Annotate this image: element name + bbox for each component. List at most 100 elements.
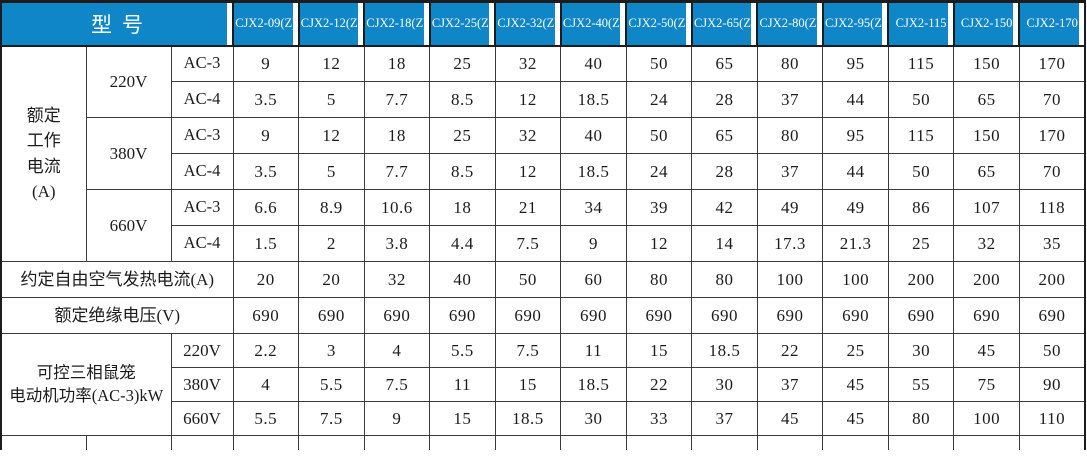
value-cell: 7.5 xyxy=(494,225,562,262)
thermal_current-row: 约定自由空气发热电流(A) 20 20 32 40 50 60 80 80 100 100 200 20… xyxy=(0,261,1086,298)
model-header-cell: CJX2-12(Z) xyxy=(298,0,366,47)
value-cell: 690 xyxy=(691,297,758,334)
value-cell: 17.3 xyxy=(756,225,824,262)
value-cell: 50 xyxy=(625,117,693,154)
value-cell: 32 xyxy=(953,225,1020,262)
value-cell: 2 xyxy=(298,225,365,262)
cutoff-cell xyxy=(429,435,496,450)
cutoff-cell xyxy=(1018,435,1086,450)
value-cell: 45 xyxy=(953,333,1020,368)
model-header-cell: CJX2-25(Z) xyxy=(429,0,497,47)
value-cell: 150 xyxy=(953,45,1020,82)
value-cell: 18.5 xyxy=(494,401,562,436)
value-cell: 32 xyxy=(494,45,562,82)
value-cell: 115 xyxy=(887,117,955,154)
value-cell: 8.5 xyxy=(429,153,496,190)
value-cell: 65 xyxy=(953,81,1020,118)
model-header-cell: CJX2-115 xyxy=(888,0,955,47)
value-cell: 80 xyxy=(691,261,758,298)
value-cell: 24 xyxy=(625,153,693,190)
value-cell: 170 xyxy=(1018,45,1086,82)
value-cell: 3.8 xyxy=(363,225,431,262)
value-cell: 7.5 xyxy=(494,333,562,368)
value-cell: 25 xyxy=(822,333,889,368)
value-cell: 690 xyxy=(953,297,1020,334)
value-cell: 7.5 xyxy=(363,367,431,402)
value-cell: 690 xyxy=(363,297,431,334)
value-cell: 107 xyxy=(953,189,1020,226)
cutoff-cell xyxy=(170,435,234,450)
value-cell: 65 xyxy=(691,45,758,82)
utilization-category-label: AC-3 xyxy=(170,45,234,82)
value-cell: 20 xyxy=(298,261,365,298)
model-header-cell: CJX2-09(Z) xyxy=(233,0,300,47)
value-cell: 9 xyxy=(232,117,300,154)
value-cell: 7.5 xyxy=(298,401,365,436)
value-cell: 200 xyxy=(1018,261,1086,298)
value-cell: 690 xyxy=(494,297,562,334)
insulation_voltage-row: 额定绝缘电压(V) 690 690 690 690 690 690 690 690 690 690 6… xyxy=(0,297,1086,334)
value-cell: 18 xyxy=(363,45,431,82)
value-cell: 4 xyxy=(363,333,431,368)
utilization-category-label: AC-3 xyxy=(170,189,234,226)
value-cell: 690 xyxy=(887,297,955,334)
value-cell: 21 xyxy=(494,189,562,226)
rated-current-row: AC-4 1.5 2 3.8 4.4 7.5 9 12 14 17.3 21.3 25 32 35 xyxy=(1,225,1086,262)
table-header: 型号 CJX2-09(Z) CJX2-12(Z) CJX2-18(Z) CJX2-25(… xyxy=(0,0,1086,47)
value-cell: 3 xyxy=(298,333,365,368)
value-cell: 50 xyxy=(887,153,955,190)
value-cell: 2.2 xyxy=(232,333,300,368)
value-cell: 49 xyxy=(822,189,889,226)
value-cell: 44 xyxy=(822,81,889,118)
value-cell: 5 xyxy=(298,153,365,190)
value-cell: 28 xyxy=(691,81,758,118)
value-cell: 18.5 xyxy=(691,333,758,368)
rated-current-row: 660V AC-3 6.6 8.9 10.6 18 21 34 39 42 49 49 86 107 118 xyxy=(1,189,1086,262)
value-cell: 65 xyxy=(953,153,1020,190)
motor-power-row: 660V 5.5 7.5 9 15 18.5 30 33 37 45 45 80 100 110 xyxy=(1,401,1086,436)
value-cell: 33 xyxy=(625,401,693,436)
value-cell: 8.5 xyxy=(429,81,496,118)
value-cell: 30 xyxy=(691,367,758,402)
value-cell: 49 xyxy=(756,189,824,226)
value-cell: 65 xyxy=(691,117,758,154)
cutoff-cell xyxy=(625,435,693,450)
value-cell: 30 xyxy=(560,401,627,436)
value-cell: 55 xyxy=(887,367,955,402)
voltage-label: 660V xyxy=(170,401,234,436)
cutoff-cell xyxy=(691,435,758,450)
model-header-cell: CJX2-170 xyxy=(1019,0,1086,47)
row-label-thermal-current: 约定自由空气发热电流(A) xyxy=(0,261,234,298)
voltage-label: 380V xyxy=(85,117,172,190)
value-cell: 7.7 xyxy=(363,81,431,118)
value-cell: 60 xyxy=(560,261,627,298)
value-cell: 10.6 xyxy=(363,189,431,226)
voltage-label: 220V xyxy=(85,45,172,118)
value-cell: 4.4 xyxy=(429,225,496,262)
value-cell: 30 xyxy=(887,333,955,368)
value-cell: 5.5 xyxy=(298,367,365,402)
cutoff-cell xyxy=(953,435,1020,450)
value-cell: 690 xyxy=(1018,297,1086,334)
value-cell: 28 xyxy=(691,153,758,190)
value-cell: 95 xyxy=(822,45,889,82)
value-cell: 21.3 xyxy=(822,225,889,262)
value-cell: 32 xyxy=(494,117,562,154)
value-cell: 100 xyxy=(756,261,824,298)
value-cell: 40 xyxy=(429,261,496,298)
value-cell: 690 xyxy=(232,297,300,334)
value-cell: 95 xyxy=(822,117,889,154)
value-cell: 70 xyxy=(1018,153,1086,190)
value-cell: 18 xyxy=(429,189,496,226)
value-cell: 15 xyxy=(625,333,693,368)
value-cell: 90 xyxy=(1018,367,1086,402)
value-cell: 6.6 xyxy=(232,189,300,226)
cutoff-row xyxy=(0,435,1086,450)
table-body: 额定 工作 电流 (A) 220V AC-3 9 12 18 25 32 40 50 65 80 95 115 1… xyxy=(0,45,1086,450)
value-cell: 690 xyxy=(429,297,496,334)
motor-power-row: 380V 4 5.5 7.5 11 15 18.5 22 30 37 45 55 75 90 xyxy=(1,367,1086,402)
value-cell: 100 xyxy=(953,401,1020,436)
value-cell: 115 xyxy=(887,45,955,82)
